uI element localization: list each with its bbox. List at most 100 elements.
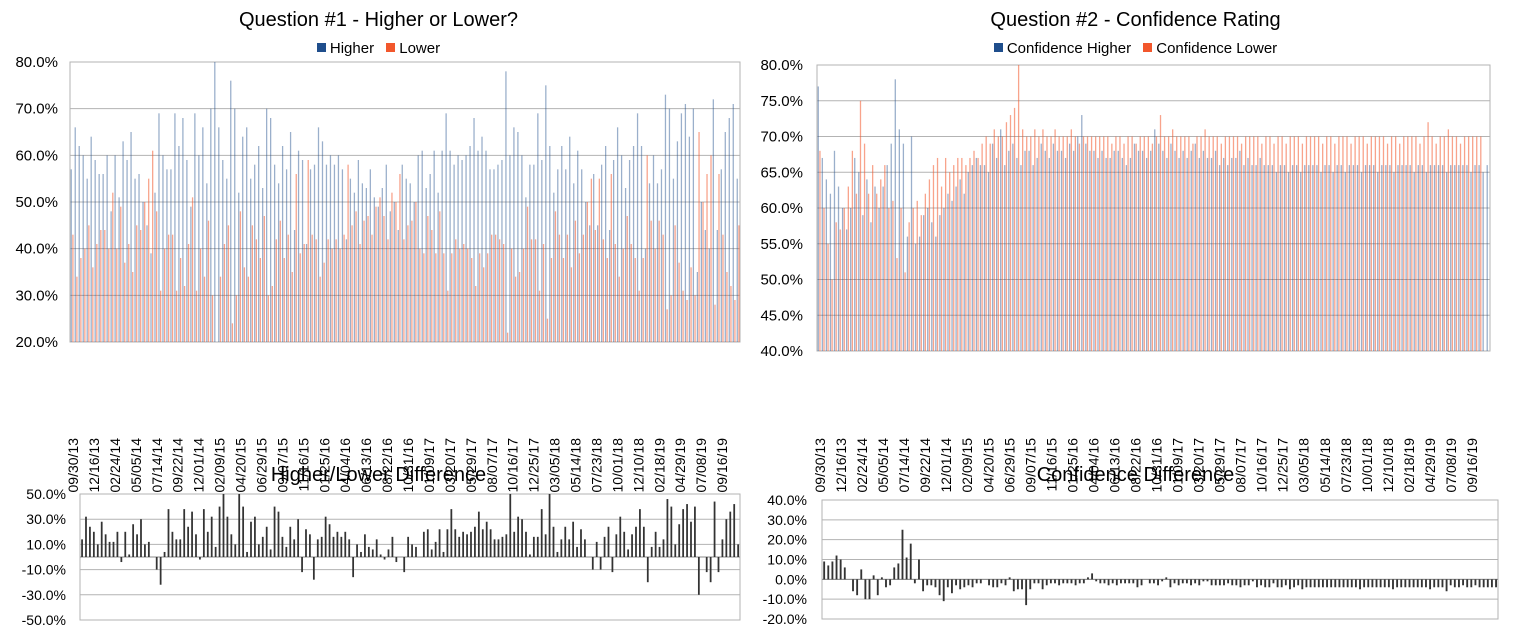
bar-higher <box>1470 172 1472 351</box>
diff-bar <box>462 531 465 557</box>
legend-item-confidence-higher: Confidence Higher <box>993 40 1132 57</box>
bar-higher <box>82 155 84 342</box>
diff-bar <box>1462 579 1464 586</box>
diff-bar <box>1301 579 1304 590</box>
bar-lower <box>431 230 433 342</box>
bar-lower <box>916 200 918 351</box>
bar-lower <box>678 262 680 342</box>
diff-bar <box>729 511 732 557</box>
diff-bar <box>1297 579 1300 586</box>
bar-lower <box>1338 136 1340 351</box>
bar-higher <box>910 136 913 351</box>
diff-bar <box>922 579 925 592</box>
bar-higher <box>1227 165 1229 351</box>
diff-bar <box>967 579 970 586</box>
diff-bar <box>1289 579 1291 590</box>
diff-bar <box>548 494 551 557</box>
diff-bar <box>1317 579 1320 588</box>
diff-bar <box>942 579 945 602</box>
x-tick-label: 03/20/17 <box>442 438 458 493</box>
diff-bar <box>666 499 669 557</box>
bar-higher <box>1360 172 1363 351</box>
diff-bar <box>1293 579 1295 588</box>
bar-higher <box>293 230 296 342</box>
bar-higher <box>636 113 639 342</box>
bar-higher <box>991 143 994 351</box>
bar-lower <box>546 318 549 342</box>
legend-label: Confidence Higher <box>1006 40 1132 57</box>
diff-bar <box>1082 579 1085 584</box>
bar-higher <box>94 160 96 342</box>
diff-bar <box>426 529 429 557</box>
bar-lower <box>1212 136 1214 351</box>
diff-bar <box>1490 579 1493 588</box>
diff-bar <box>1148 579 1151 584</box>
diff-bar <box>934 579 937 588</box>
bar-higher <box>1194 143 1196 351</box>
bar-higher <box>716 230 718 342</box>
bar-higher <box>1462 165 1464 351</box>
diff-bar <box>959 579 962 590</box>
diff-bar <box>1214 579 1217 586</box>
bar-lower <box>867 193 870 351</box>
bar-higher <box>1218 165 1221 351</box>
diff-bar <box>611 557 614 573</box>
diff-bar <box>717 557 720 573</box>
bar-lower <box>1103 136 1105 351</box>
diff-bar <box>627 549 630 557</box>
diff-bar <box>975 579 978 584</box>
bar-lower <box>183 286 186 342</box>
diff-bar <box>872 575 875 580</box>
bar-higher <box>126 160 128 342</box>
bar-lower <box>395 202 397 342</box>
bar-lower <box>1046 136 1048 351</box>
bar-lower <box>120 206 122 342</box>
diff-bar <box>909 543 912 580</box>
bar-higher <box>688 136 691 342</box>
diff-bar <box>1025 579 1028 606</box>
bar-higher <box>202 127 204 342</box>
diff-bar <box>163 551 166 557</box>
bar-lower <box>904 272 906 351</box>
bar-lower <box>96 244 98 342</box>
bar-lower <box>981 143 983 351</box>
x-tick-label: 12/25/17 <box>1275 438 1291 493</box>
diff-bar <box>356 544 358 557</box>
bar-higher <box>246 127 248 342</box>
bar-higher <box>433 150 435 342</box>
x-tick-label: 09/22/14 <box>170 438 186 493</box>
bar-higher <box>174 113 176 342</box>
bar-lower <box>407 225 409 342</box>
bar-higher <box>549 146 551 342</box>
bar-lower <box>1163 136 1166 351</box>
bar-higher <box>505 71 507 342</box>
diff-bar <box>1124 579 1126 584</box>
x-tick-label: 06/29/15 <box>253 438 269 493</box>
diff-bar <box>1387 579 1390 588</box>
diff-bar <box>493 539 496 557</box>
bar-higher <box>894 79 896 352</box>
bar-lower <box>1399 143 1401 351</box>
bar-lower <box>634 258 636 342</box>
y-tick-label: 60.0% <box>760 200 803 217</box>
bar-higher <box>413 202 415 342</box>
bar-lower <box>279 220 281 342</box>
bar-lower <box>275 239 277 342</box>
bar-lower <box>953 165 955 351</box>
bar-higher <box>1020 165 1022 351</box>
diff-bar <box>348 539 351 557</box>
diff-bar <box>864 579 867 600</box>
diff-bar <box>191 511 193 557</box>
diff-bar <box>1016 579 1019 590</box>
bar-lower <box>1107 136 1109 351</box>
bar-lower <box>1026 136 1028 351</box>
y-tick-label: -10.0% <box>763 591 807 607</box>
diff-bar <box>214 546 217 557</box>
diff-bar <box>1066 579 1069 584</box>
bar-higher <box>601 164 603 342</box>
bar-higher <box>862 215 864 351</box>
bar-lower <box>124 262 126 342</box>
bar-lower <box>223 244 226 342</box>
bar-higher <box>258 146 260 342</box>
bar-higher <box>545 85 547 342</box>
